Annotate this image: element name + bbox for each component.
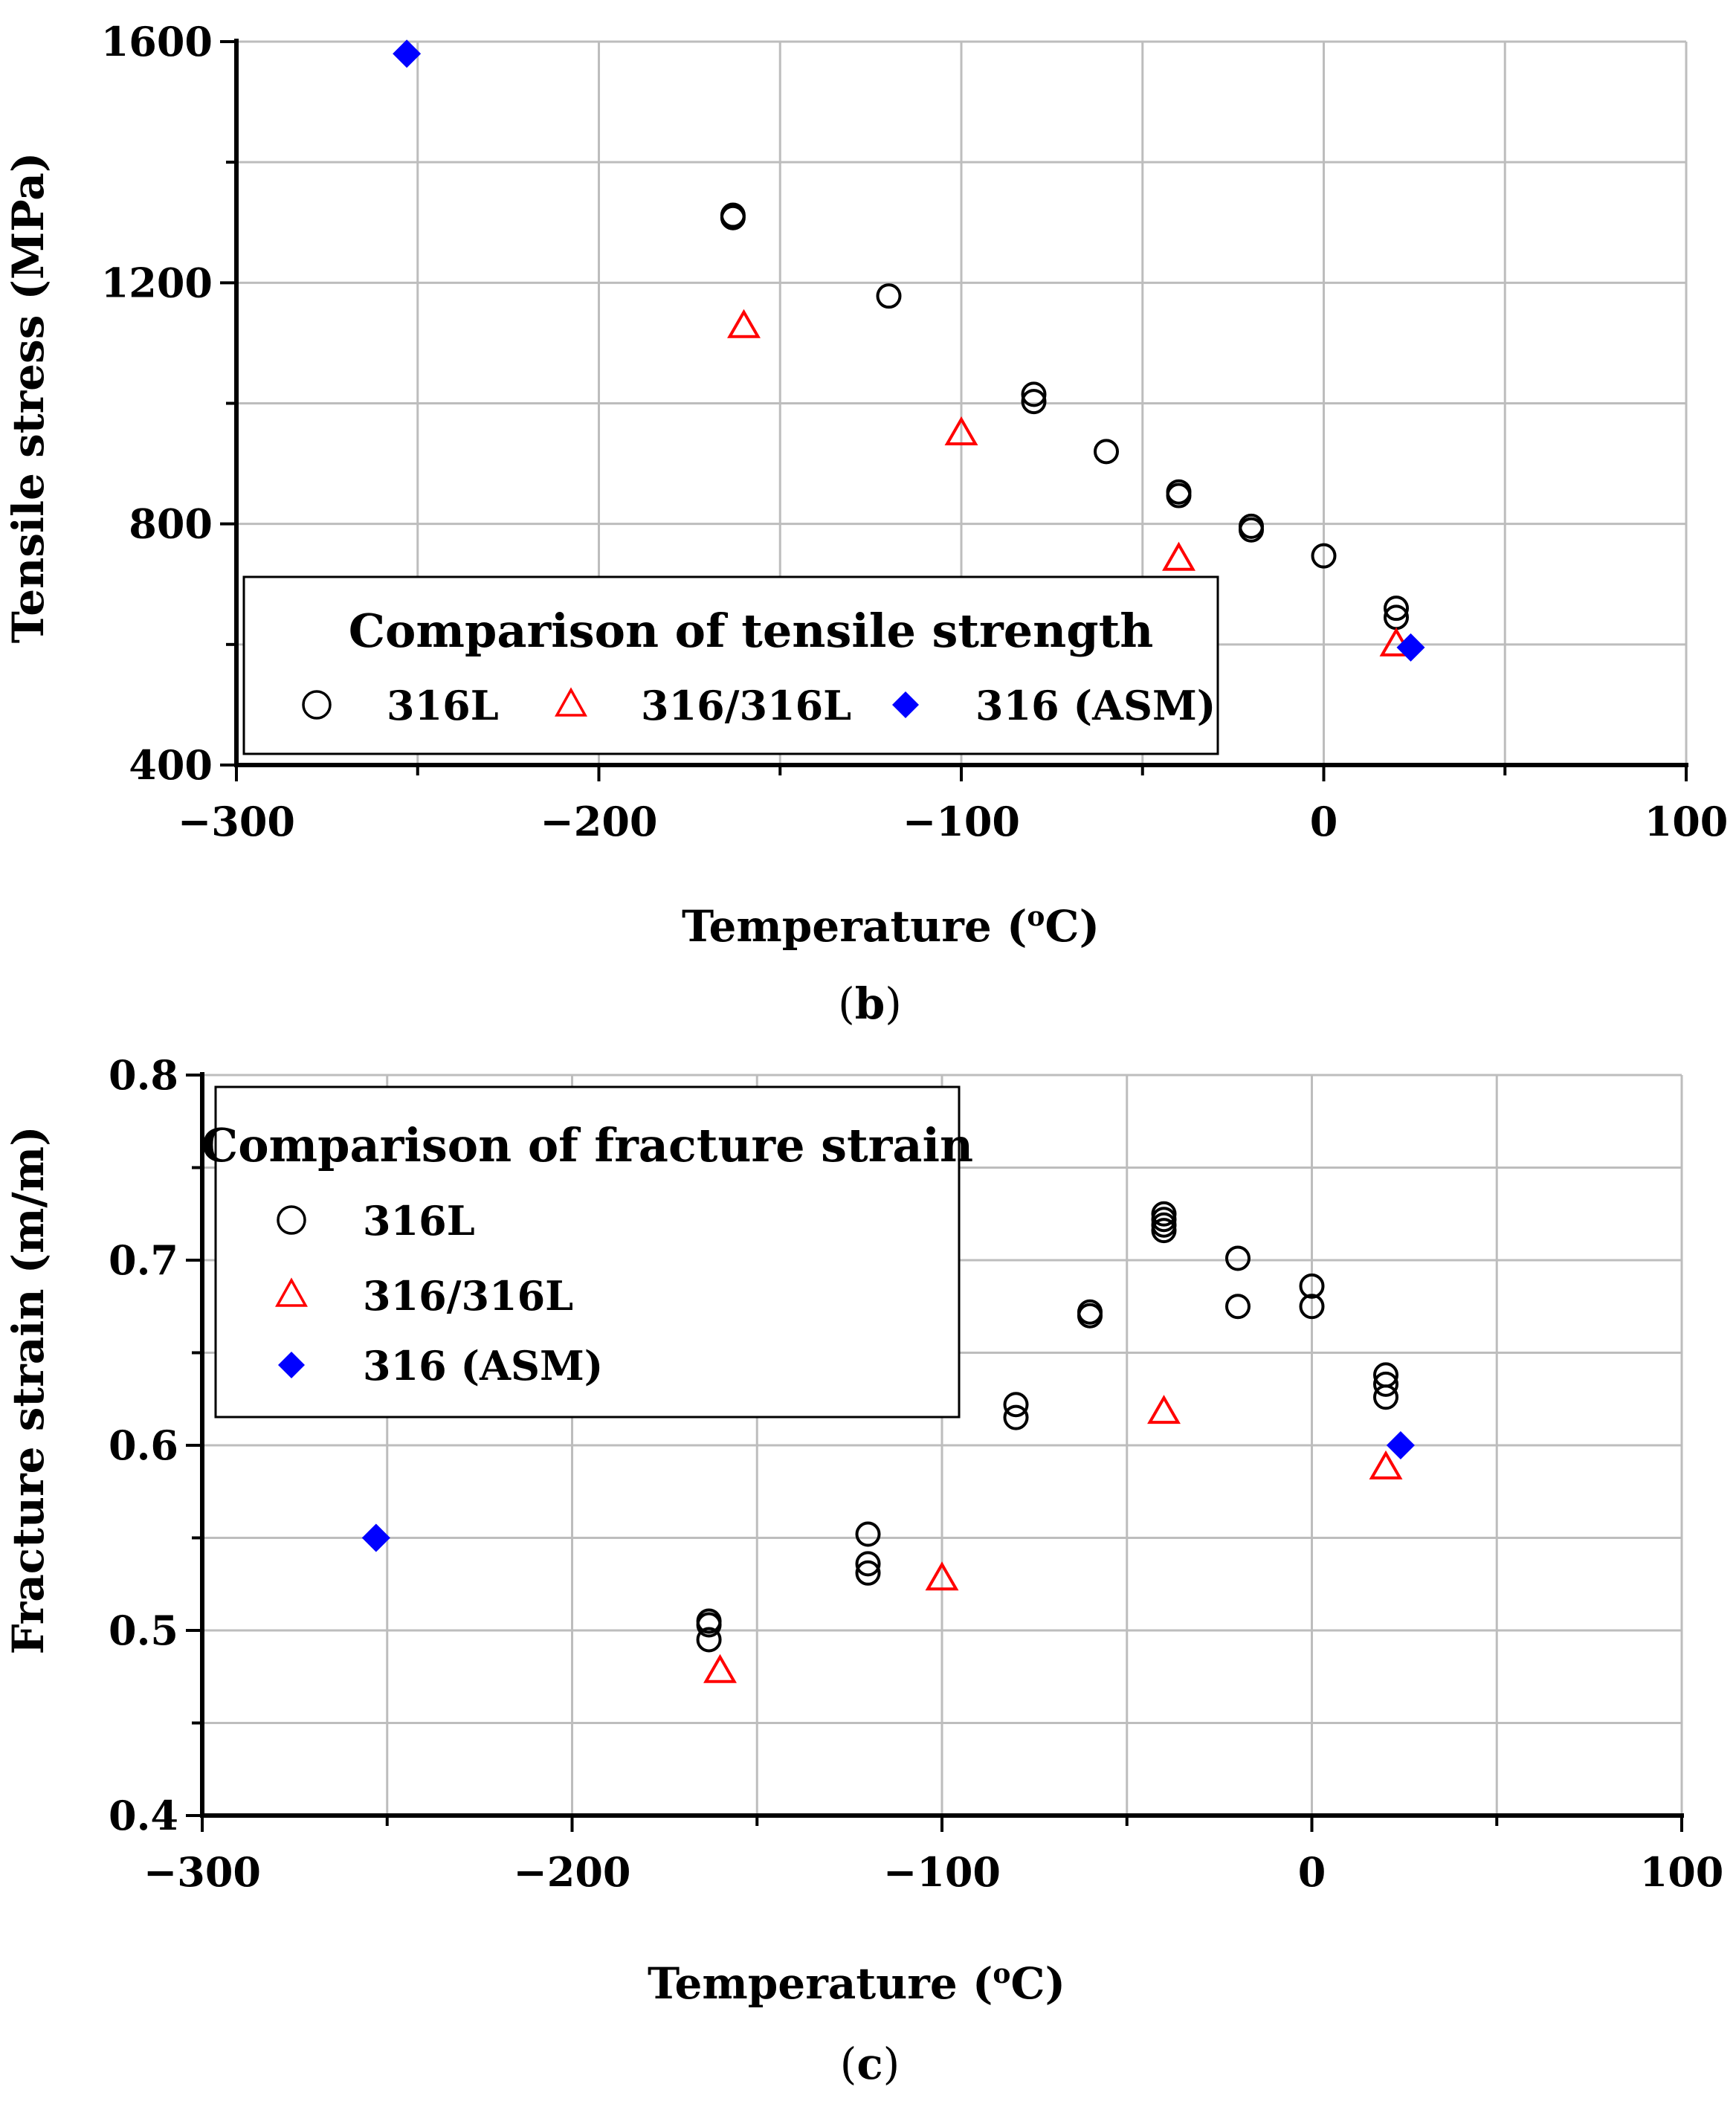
data-points [393, 39, 1425, 662]
point-316-asm [1386, 1431, 1415, 1459]
point-316-316l [727, 309, 761, 338]
y-tick-label: 800 [129, 500, 213, 548]
x-tick-label: 100 [1645, 798, 1729, 845]
x-tick-label: −200 [514, 1848, 631, 1896]
point-316l [1151, 1201, 1177, 1227]
axes [220, 39, 1688, 781]
point-316-316l [1369, 1450, 1403, 1479]
point-316l [720, 202, 746, 228]
y-tick-label: 0.8 [109, 1051, 178, 1099]
gridlines [236, 40, 1688, 765]
point-316-asm [1396, 633, 1425, 662]
axes [186, 1072, 1684, 1832]
point-316l [1094, 439, 1119, 465]
point-316l [1003, 1404, 1029, 1430]
legend-label-316-316l: 316/316L [363, 1272, 573, 1320]
point-316l [855, 1521, 881, 1547]
point-316l [1373, 1384, 1398, 1410]
point-316-316l [1162, 541, 1195, 571]
point-316l [1299, 1294, 1325, 1320]
tick-labels: −300 −200 −100 0 100 400 800 1200 1600 [101, 18, 1729, 845]
legend-marker-triangle [555, 687, 587, 717]
legend-box [214, 1085, 961, 1419]
point-316l [696, 1627, 722, 1653]
point-316l [1311, 543, 1337, 569]
point-316l [1239, 513, 1264, 539]
point-316l [1077, 1299, 1103, 1325]
point-316l [1384, 596, 1409, 622]
fracture-strain-panel: −300 −200 −100 0 100 0.4 0.5 0.6 0.7 0.8 Fracture… [3, 1051, 1723, 2089]
x-axis-label-superscript: o [993, 1958, 1010, 1990]
point-316l [1373, 1362, 1398, 1388]
legend-label-316-316l: 316/316L [641, 682, 851, 729]
point-316l [1003, 1392, 1029, 1418]
legend-marker-circle [277, 1205, 306, 1235]
y-axis-label: Fracture strain (m/m) [3, 1126, 54, 1654]
x-tick-label: −300 [178, 798, 295, 845]
legend-entry-316l: 316L [302, 682, 499, 729]
y-tick-label: 0.5 [109, 1607, 178, 1654]
legend-fracture: Comparison of fracture strain 316L 316/3… [201, 1085, 973, 1419]
point-316-316l [703, 1653, 737, 1683]
point-316l [696, 1608, 722, 1634]
legend-label-316-asm: 316 (ASM) [975, 682, 1216, 729]
panel-label-c: (c) [840, 2039, 900, 2089]
y-tick-label: 0.6 [109, 1422, 178, 1469]
x-axis-label: Temperature (oC) [682, 901, 1100, 952]
tensile-strength-panel: −300 −200 −100 0 100 400 800 1200 1600 Tensile s… [3, 18, 1728, 1029]
point-316l [855, 1551, 881, 1577]
x-axis-label: Temperature (oC) [648, 1958, 1065, 2009]
legend-marker-diamond [892, 691, 919, 718]
point-316l [1373, 1371, 1398, 1397]
point-316-316l [925, 1561, 959, 1591]
point-316l [1225, 1294, 1251, 1320]
legend-label-316l: 316L [387, 682, 499, 729]
legend-entry-316-316l: 316/316L [275, 1272, 573, 1320]
x-tick-label: −300 [143, 1848, 261, 1896]
legend-label-316l: 316L [363, 1197, 475, 1245]
legend-box [242, 575, 1219, 755]
x-tick-label: −100 [883, 1848, 1001, 1896]
point-316l [1299, 1273, 1325, 1299]
legend-entry-316l: 316L [277, 1197, 475, 1245]
point-316-asm [361, 1523, 390, 1552]
y-tick-label: 0.7 [109, 1236, 178, 1284]
x-tick-label: −200 [541, 798, 658, 845]
legend-label-316-asm: 316 (ASM) [363, 1342, 603, 1390]
y-tick-label: 1200 [101, 259, 213, 306]
point-316l [876, 283, 902, 309]
data-points [361, 1201, 1415, 1683]
legend-marker-circle [302, 690, 332, 720]
point-316l [1021, 381, 1047, 407]
x-tick-label: −100 [903, 798, 1020, 845]
point-316-asm [393, 39, 422, 68]
panel-label-b: (b) [838, 978, 902, 1029]
point-316-316l [944, 416, 978, 446]
y-axis-label: Tensile stress (MPa) [3, 152, 54, 644]
point-316l [1166, 479, 1192, 505]
legend-title: Comparison of fracture strain [201, 1118, 973, 1172]
x-axis-label-superscript: o [1027, 901, 1045, 932]
legend-entry-316-316l: 316/316L [555, 682, 851, 729]
tick-labels: −300 −200 −100 0 100 0.4 0.5 0.6 0.7 0.8 [109, 1051, 1723, 1896]
x-tick-label: 0 [1310, 798, 1338, 845]
legend-entry-316-asm: 316 (ASM) [892, 682, 1216, 729]
x-tick-label: 0 [1298, 1848, 1326, 1896]
legend-entry-316-asm: 316 (ASM) [278, 1342, 603, 1390]
point-316l [1021, 389, 1047, 415]
y-tick-label: 1600 [101, 18, 213, 65]
x-tick-label: 100 [1640, 1848, 1724, 1896]
y-tick-label: 400 [129, 741, 213, 789]
legend-marker-diamond [278, 1352, 305, 1378]
point-316-316l [1147, 1395, 1181, 1424]
point-316l [1225, 1245, 1251, 1271]
point-316l [855, 1560, 881, 1586]
legend-tensile: Comparison of tensile strength 316L 316/… [242, 575, 1219, 755]
y-tick-label: 0.4 [109, 1792, 178, 1839]
legend-marker-triangle [275, 1277, 308, 1307]
legend-title: Comparison of tensile strength [349, 604, 1154, 658]
